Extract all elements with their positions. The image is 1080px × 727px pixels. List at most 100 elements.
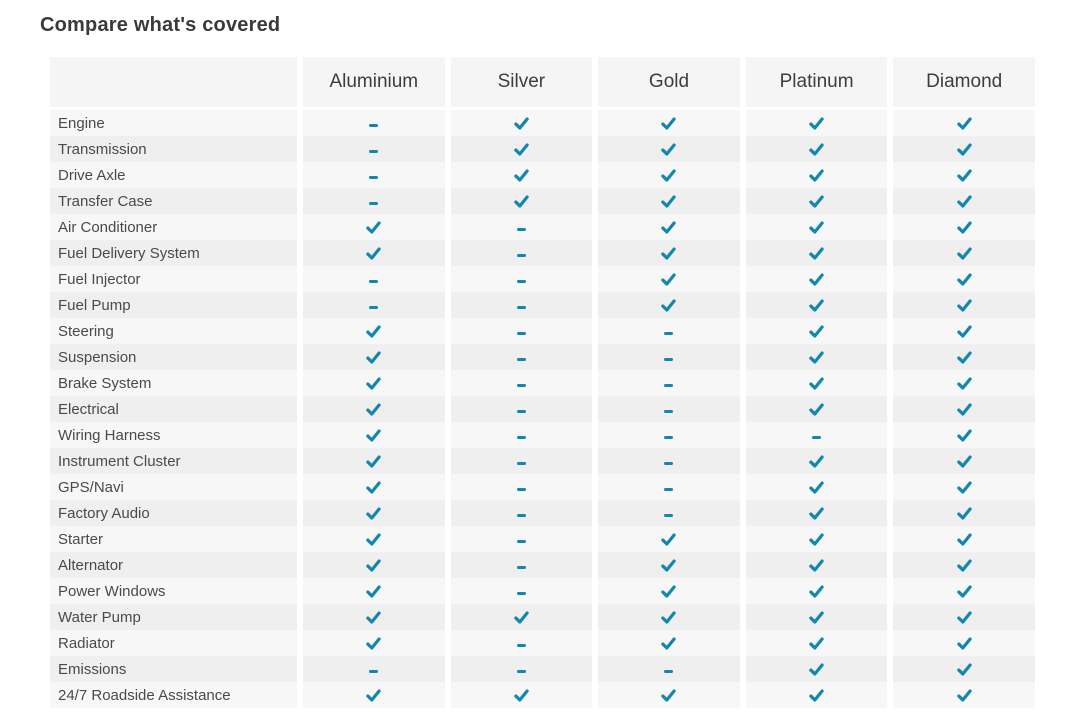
check-icon [366,376,382,391]
coverage-cell [303,656,445,682]
row-label: Alternator [50,552,297,578]
coverage-cell [598,474,740,500]
coverage-cell [303,240,445,266]
dash-icon [664,435,674,439]
table-row: Wiring Harness [50,422,1035,448]
coverage-cell [893,604,1035,630]
table-row: Radiator [50,630,1035,656]
check-icon [366,454,382,469]
coverage-cell [450,422,593,448]
coverage-cell [303,318,445,344]
coverage-cell [745,526,888,552]
check-icon [956,220,972,235]
coverage-cell [450,526,593,552]
coverage-cell [893,240,1035,266]
dash-icon [516,591,526,595]
check-icon [514,194,529,209]
coverage-cell [598,526,740,552]
coverage-cell [745,552,888,578]
coverage-cell [450,188,593,214]
check-icon [366,324,382,339]
row-label: Wiring Harness [50,422,297,448]
table-row: GPS/Navi [50,474,1035,500]
table-row: Transmission [50,136,1035,162]
coverage-cell [745,448,888,474]
check-icon [809,246,824,261]
check-icon [366,610,382,625]
table-row: Steering [50,318,1035,344]
dash-icon [516,461,526,465]
check-icon [809,376,824,391]
check-icon [809,480,824,495]
coverage-cell [450,318,593,344]
coverage-cell [893,318,1035,344]
coverage-cell [745,344,888,370]
coverage-cell [893,448,1035,474]
coverage-cell [745,500,888,526]
dash-icon [516,227,526,231]
table-row: Transfer Case [50,188,1035,214]
check-icon [956,402,972,417]
check-icon [661,272,677,287]
check-icon [956,142,972,157]
coverage-cell [745,682,888,708]
coverage-cell [745,292,888,318]
coverage-cell [450,370,593,396]
dash-icon [369,123,379,127]
dash-icon [664,669,674,673]
row-label: GPS/Navi [50,474,297,500]
check-icon [809,402,824,417]
coverage-cell [450,630,593,656]
check-icon [956,454,972,469]
coverage-cell [598,240,740,266]
check-icon [956,324,972,339]
coverage-cell [303,136,445,162]
row-label: Power Windows [50,578,297,604]
coverage-cell [450,396,593,422]
coverage-cell [745,656,888,682]
table-row: Emissions [50,656,1035,682]
page-title: Compare what's covered [40,14,281,36]
coverage-cell [303,214,445,240]
coverage-cell [303,604,445,630]
dash-icon [516,305,526,309]
dash-icon [516,669,526,673]
coverage-cell [450,240,593,266]
dash-icon [369,175,379,179]
coverage-cell [598,448,740,474]
dash-icon [516,253,526,257]
coverage-cell [745,266,888,292]
table-row: Alternator [50,552,1035,578]
dash-icon [369,279,379,283]
coverage-cell [450,292,593,318]
coverage-cell [303,188,445,214]
coverage-cell [450,266,593,292]
check-icon [809,142,824,157]
row-label: 24/7 Roadside Assistance [50,682,297,708]
check-icon [366,246,382,261]
check-icon [809,662,824,677]
coverage-cell [598,110,740,136]
table-row: Starter [50,526,1035,552]
header-cell-platinum: Platinum [745,57,888,107]
coverage-cell [893,578,1035,604]
check-icon [809,272,824,287]
coverage-cell [598,656,740,682]
check-icon [956,532,972,547]
table-row: Electrical [50,396,1035,422]
coverage-cell [893,266,1035,292]
coverage-cell [745,110,888,136]
row-label: Starter [50,526,297,552]
check-icon [366,532,382,547]
check-icon [661,558,677,573]
table-row: Fuel Pump [50,292,1035,318]
header-cell-diamond: Diamond [893,57,1035,107]
row-label: Electrical [50,396,297,422]
coverage-cell [745,162,888,188]
coverage-cell [745,214,888,240]
coverage-cell [450,604,593,630]
table-row: Water Pump [50,604,1035,630]
coverage-cell [450,448,593,474]
dash-icon [812,435,822,439]
check-icon [809,454,824,469]
